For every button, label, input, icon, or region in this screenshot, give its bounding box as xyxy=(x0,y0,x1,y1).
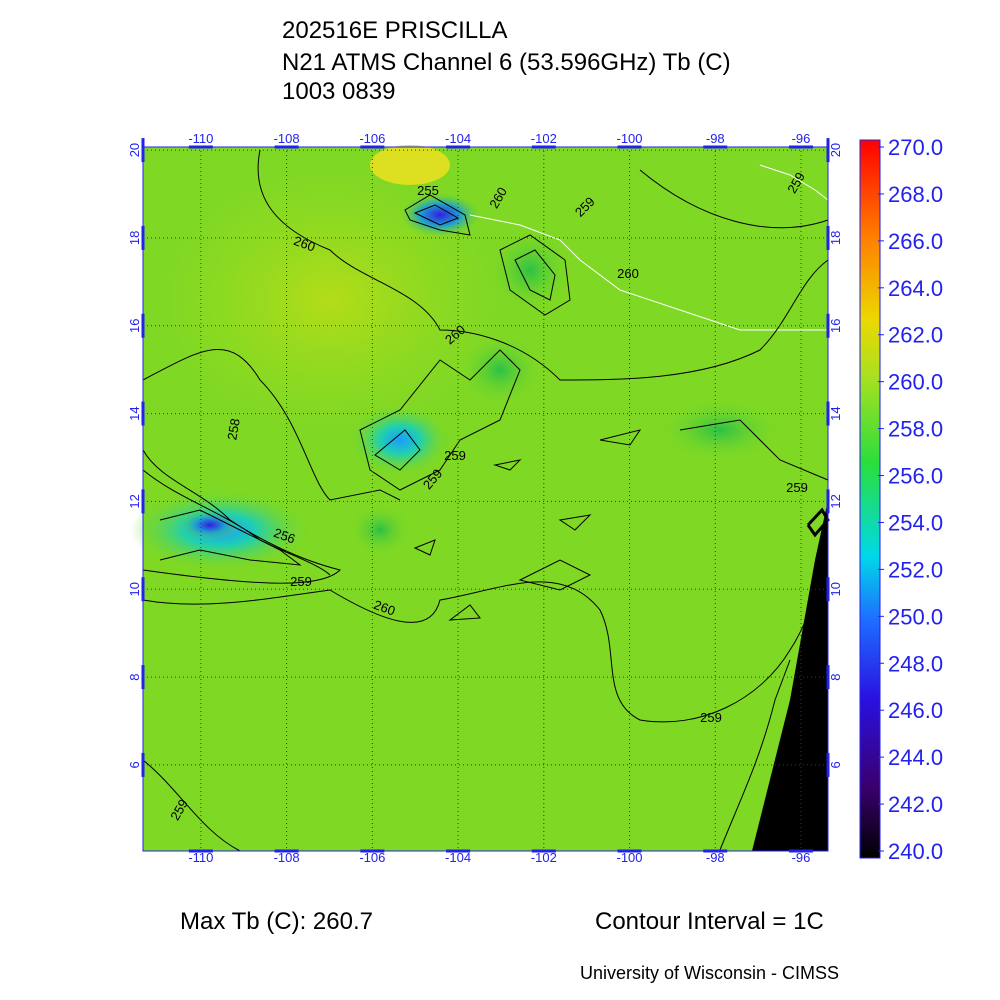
colorbar-label: 270.0 xyxy=(888,135,943,160)
colorbar-label: 256.0 xyxy=(888,464,943,489)
lat-tick-label: 12 xyxy=(127,494,142,508)
lon-tick-label: -98 xyxy=(706,850,725,865)
colorbar-label: 260.0 xyxy=(888,370,943,395)
lon-tick-label: -110 xyxy=(188,131,213,146)
colorbar-label: 266.0 xyxy=(888,229,943,254)
lat-tick-label: 14 xyxy=(127,406,142,420)
contour-label: 260 xyxy=(617,266,639,281)
colorbar-label: 252.0 xyxy=(888,557,943,582)
lon-tick-label: -96 xyxy=(792,850,811,865)
colorbar-label: 242.0 xyxy=(888,792,943,817)
lat-tick-label: 8 xyxy=(127,673,142,680)
lon-tick-label: -100 xyxy=(617,131,643,146)
lat-tick-label: 16 xyxy=(828,319,843,333)
colorbar xyxy=(859,139,881,859)
colorbar-label: 258.0 xyxy=(888,417,943,442)
lon-tick-label: -102 xyxy=(531,131,557,146)
lat-tick-label: 20 xyxy=(127,143,142,157)
lon-tick-label: -108 xyxy=(274,131,300,146)
lon-tick-label: -104 xyxy=(445,131,471,146)
colorbar-label: 254.0 xyxy=(888,510,943,535)
title: 202516E PRISCILLA xyxy=(282,17,507,44)
lat-tick-label: 10 xyxy=(127,582,142,596)
lon-tick-label: -106 xyxy=(359,850,385,865)
lon-tick-label: -96 xyxy=(792,131,811,146)
lon-tick-label: -106 xyxy=(359,131,385,146)
lat-tick-label: 18 xyxy=(127,231,142,245)
colorbar-label: 264.0 xyxy=(888,276,943,301)
colorbar-label: 250.0 xyxy=(888,604,943,629)
lon-tick-label: -108 xyxy=(274,850,300,865)
map-image xyxy=(130,145,830,851)
lon-tick-label: -110 xyxy=(188,850,213,865)
colorbar-label: 248.0 xyxy=(888,651,943,676)
contour-label: 258 xyxy=(224,417,243,441)
colorbar-label: 244.0 xyxy=(888,745,943,770)
colorbar-label: 240.0 xyxy=(888,839,943,864)
credit: University of Wisconsin - CIMSS xyxy=(580,963,839,983)
contour-label: 259 xyxy=(290,574,312,589)
contour-label: 259 xyxy=(444,448,466,463)
contour-label: 259 xyxy=(786,480,808,495)
lat-tick-label: 8 xyxy=(828,673,843,680)
contour-label: 255 xyxy=(417,183,439,198)
contour-label: 256 xyxy=(272,525,298,547)
lat-tick-label: 14 xyxy=(828,406,843,420)
lat-tick-label: 20 xyxy=(828,143,843,157)
lat-tick-label: 10 xyxy=(828,582,843,596)
max-tb: Max Tb (C): 260.7 xyxy=(180,908,373,935)
contour-label: 260 xyxy=(372,597,398,619)
contour-label: 260 xyxy=(292,233,318,255)
colorbar-label: 246.0 xyxy=(888,698,943,723)
colorbar-label: 268.0 xyxy=(888,182,943,207)
lon-tick-label: -104 xyxy=(445,850,471,865)
subtitle: N21 ATMS Channel 6 (53.596GHz) Tb (C) xyxy=(282,49,731,76)
lat-tick-label: 12 xyxy=(828,494,843,508)
lat-tick-label: 6 xyxy=(828,761,843,768)
lat-tick-label: 16 xyxy=(127,319,142,333)
lon-tick-label: -102 xyxy=(531,850,557,865)
lon-tick-label: -98 xyxy=(706,131,725,146)
contours xyxy=(142,149,829,852)
lon-tick-label: -100 xyxy=(617,850,643,865)
contour-interval: Contour Interval = 1C xyxy=(595,908,824,935)
colorbar-label: 262.0 xyxy=(888,323,943,348)
lat-tick-label: 18 xyxy=(828,231,843,245)
contour-label: 259 xyxy=(700,710,722,725)
lat-tick-label: 6 xyxy=(127,761,142,768)
datetime: 1003 0839 xyxy=(282,78,395,105)
